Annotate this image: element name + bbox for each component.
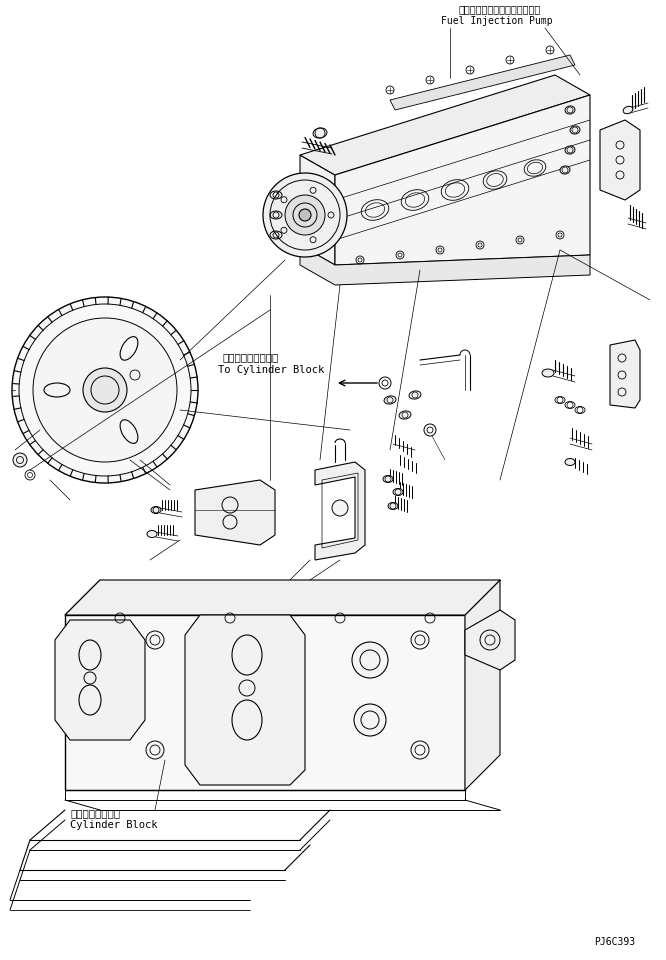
- Ellipse shape: [560, 166, 570, 174]
- Polygon shape: [610, 340, 640, 408]
- Ellipse shape: [570, 126, 580, 134]
- Polygon shape: [65, 580, 500, 615]
- Ellipse shape: [623, 107, 633, 113]
- Polygon shape: [195, 480, 275, 545]
- Circle shape: [352, 642, 388, 678]
- Text: Fuel Injection Pump: Fuel Injection Pump: [441, 16, 553, 26]
- Text: シリンダブロックへ: シリンダブロックへ: [222, 352, 278, 362]
- Circle shape: [83, 368, 127, 412]
- Polygon shape: [465, 580, 500, 790]
- Polygon shape: [300, 155, 335, 265]
- Polygon shape: [65, 615, 465, 790]
- Polygon shape: [465, 610, 515, 670]
- Circle shape: [12, 297, 198, 483]
- Ellipse shape: [565, 459, 575, 466]
- Ellipse shape: [542, 369, 554, 377]
- Ellipse shape: [399, 411, 411, 420]
- Ellipse shape: [151, 507, 161, 514]
- Circle shape: [354, 704, 386, 736]
- Ellipse shape: [384, 396, 396, 404]
- Ellipse shape: [383, 475, 393, 483]
- Ellipse shape: [565, 146, 575, 154]
- Circle shape: [299, 209, 311, 221]
- Text: Cylinder Block: Cylinder Block: [70, 820, 157, 830]
- Ellipse shape: [147, 531, 157, 538]
- Polygon shape: [390, 55, 575, 110]
- Text: PJ6C393: PJ6C393: [594, 937, 635, 947]
- Text: To Cylinder Block: To Cylinder Block: [218, 365, 324, 375]
- Ellipse shape: [409, 391, 421, 399]
- Circle shape: [13, 453, 27, 467]
- Circle shape: [285, 195, 325, 235]
- Polygon shape: [300, 75, 590, 175]
- Polygon shape: [300, 245, 590, 285]
- Ellipse shape: [565, 106, 575, 114]
- Polygon shape: [335, 95, 590, 265]
- Polygon shape: [600, 120, 640, 200]
- Polygon shape: [185, 615, 305, 785]
- Ellipse shape: [388, 502, 398, 510]
- Text: フェルインジェクションポンプ: フェルインジェクションポンプ: [459, 4, 541, 14]
- Polygon shape: [55, 620, 145, 740]
- Circle shape: [263, 173, 347, 257]
- Circle shape: [33, 318, 177, 462]
- Text: シリンダブロック: シリンダブロック: [70, 808, 120, 818]
- Circle shape: [332, 500, 348, 516]
- Ellipse shape: [393, 489, 403, 495]
- Polygon shape: [315, 462, 365, 560]
- Ellipse shape: [313, 128, 327, 138]
